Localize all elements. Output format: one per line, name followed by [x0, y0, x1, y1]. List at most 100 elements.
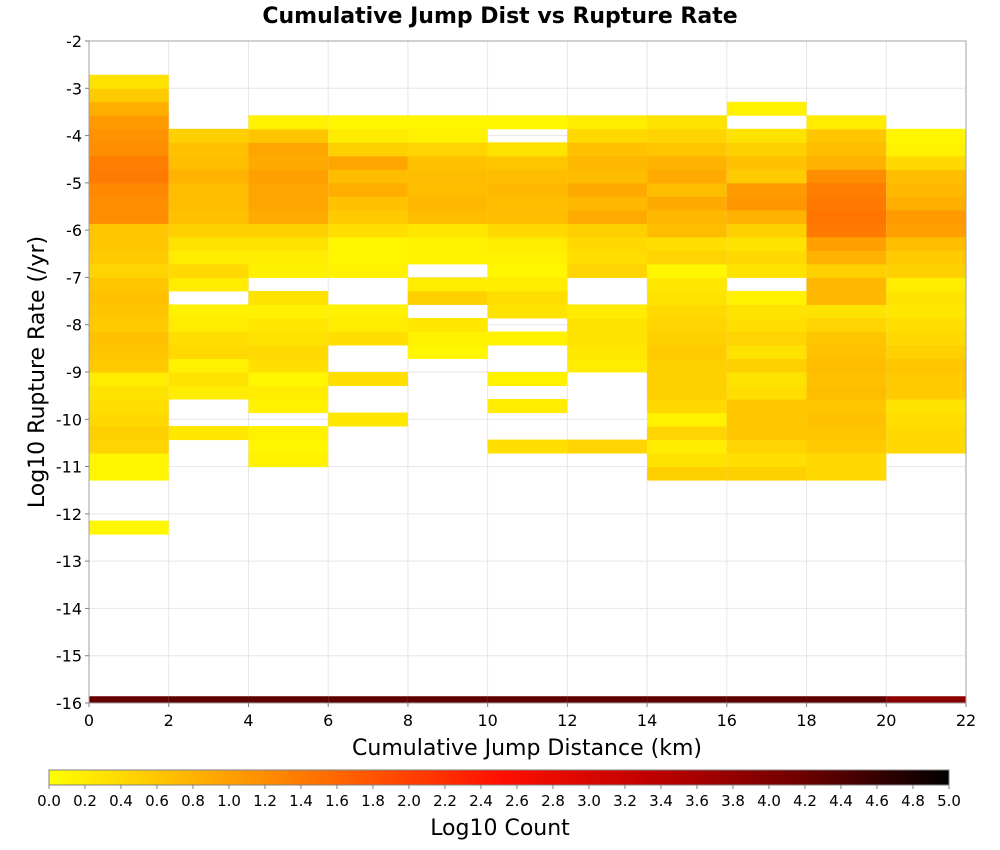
y-axis-ticks: -2 -3 -4 -5 -6 -7 -8 -9 -10 -11 -12 -13 -14 -15 -16	[56, 32, 89, 713]
heatmap-cell	[487, 277, 568, 292]
heatmap-cell	[89, 128, 169, 143]
y-tick-label: -12	[56, 505, 82, 524]
heatmap-cell	[726, 358, 807, 373]
y-tick-label: -3	[66, 79, 82, 98]
colorbar-tick-label: 1.8	[361, 792, 385, 810]
heatmap-cell	[647, 426, 727, 441]
heatmap-cell	[726, 236, 807, 251]
heatmap-cell	[168, 426, 249, 441]
heatmap-cell	[89, 439, 169, 454]
heatmap-cell	[248, 439, 329, 454]
heatmap-cell	[806, 196, 887, 211]
heatmap-cell	[89, 74, 169, 89]
heatmap-cell	[89, 426, 169, 441]
heatmap-cell	[886, 290, 966, 305]
heatmap-cell	[407, 223, 488, 238]
heatmap-cell	[487, 250, 568, 265]
heatmap-cell	[89, 196, 169, 211]
y-tick-label: -2	[66, 32, 82, 51]
heatmap-cell	[89, 182, 169, 197]
heatmap-cell	[647, 385, 727, 400]
heatmap-cell	[248, 317, 329, 332]
heatmap-cell	[726, 182, 807, 197]
heatmap-cell	[567, 115, 648, 130]
heatmap-cell	[487, 439, 568, 454]
heatmap-cell	[567, 250, 648, 265]
heatmap-cell	[567, 304, 648, 319]
colorbar-tick-label: 4.2	[793, 792, 817, 810]
colorbar-tick-label: 5.0	[937, 792, 961, 810]
colorbar-tick-label: 2.0	[397, 792, 421, 810]
heatmap-cell	[487, 196, 568, 211]
heatmap-cell	[248, 155, 329, 170]
colorbar-tick-label: 1.6	[325, 792, 349, 810]
heatmap-cell	[647, 399, 727, 414]
heatmap-cell	[726, 372, 807, 387]
heatmap-cell	[647, 209, 727, 224]
heatmap-cell	[248, 426, 329, 441]
heatmap-cell	[726, 412, 807, 427]
heatmap-cell	[726, 128, 807, 143]
x-tick-label: 22	[956, 711, 976, 730]
heatmap-cell	[487, 696, 568, 704]
heatmap-cell	[407, 236, 488, 251]
y-tick-label: -6	[66, 221, 82, 240]
x-axis-label: Cumulative Jump Distance (km)	[352, 736, 702, 761]
heatmap-cell	[89, 344, 169, 359]
heatmap-cell	[726, 344, 807, 359]
heatmap-cell	[806, 128, 887, 143]
heatmap-cell	[328, 223, 408, 238]
colorbar-tick-label: 2.8	[541, 792, 565, 810]
heatmap-cell	[407, 696, 488, 704]
heatmap-cell	[168, 209, 249, 224]
heatmap-cell	[328, 372, 408, 387]
heatmap-cell	[726, 399, 807, 414]
plot-area	[88, 40, 967, 704]
heatmap-cell	[328, 209, 408, 224]
heatmap-cell	[89, 250, 169, 265]
heatmap-cell	[487, 169, 568, 184]
colorbar-tick-label: 0.6	[145, 792, 169, 810]
heatmap-cell	[89, 236, 169, 251]
heatmap-cell	[328, 155, 408, 170]
heatmap-cell	[806, 412, 887, 427]
heatmap-cell	[89, 88, 169, 103]
heatmap-cell	[567, 439, 648, 454]
heatmap-cell	[248, 453, 329, 468]
heatmap-cell	[168, 304, 249, 319]
heatmap-cell	[328, 263, 408, 278]
y-tick-label: -16	[56, 694, 82, 713]
heatmap-cell	[407, 331, 488, 346]
heatmap-cell	[806, 277, 887, 292]
heatmap-cell	[886, 372, 966, 387]
colorbar-tick-label: 2.6	[505, 792, 529, 810]
heatmap-cell	[407, 169, 488, 184]
heatmap-cell	[89, 412, 169, 427]
heatmap-cell	[168, 250, 249, 265]
heatmap-cell	[647, 155, 727, 170]
heatmap-cell	[487, 155, 568, 170]
heatmap-cell	[726, 290, 807, 305]
heatmap-cell	[567, 196, 648, 211]
heatmap-cell	[89, 520, 169, 535]
heatmap-cell	[248, 182, 329, 197]
heatmap-cell	[647, 331, 727, 346]
heatmap-cell	[647, 182, 727, 197]
heatmap-cell	[567, 331, 648, 346]
heatmap-cell	[806, 453, 887, 468]
heatmap-cell	[407, 209, 488, 224]
heatmap-cell	[487, 182, 568, 197]
heatmap-cell	[407, 277, 488, 292]
heatmap-cell	[248, 344, 329, 359]
heatmap-cell	[886, 223, 966, 238]
heatmap-cell	[248, 128, 329, 143]
heatmap-cell	[806, 358, 887, 373]
heatmap-cell	[806, 331, 887, 346]
heatmap-cell	[726, 209, 807, 224]
heatmap-cell	[89, 223, 169, 238]
x-tick-label: 12	[557, 711, 577, 730]
colorbar-tick-label: 2.2	[433, 792, 457, 810]
heatmap-cell	[168, 372, 249, 387]
heatmap-cell	[567, 209, 648, 224]
heatmap-cell	[407, 344, 488, 359]
